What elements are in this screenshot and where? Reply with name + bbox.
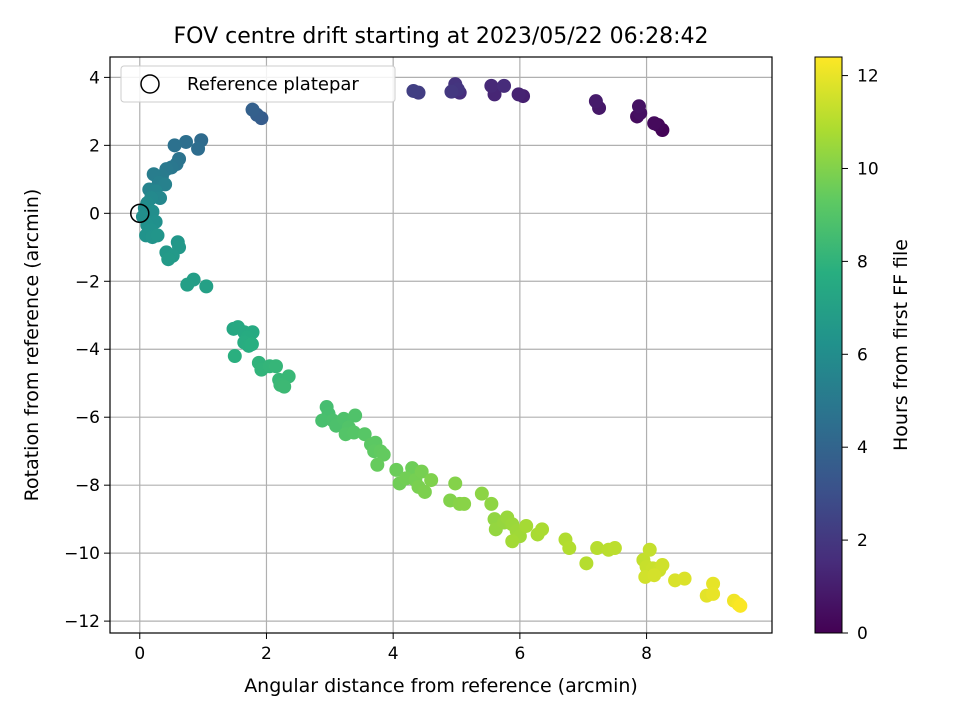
data-point <box>448 476 463 491</box>
colorbar-tick-label: 10 <box>857 159 879 179</box>
data-point <box>406 83 421 98</box>
data-point <box>348 408 363 423</box>
y-tick-label: −12 <box>64 612 100 632</box>
data-point <box>161 252 176 267</box>
data-point <box>484 78 499 93</box>
legend-box <box>120 65 396 103</box>
data-point <box>647 116 662 131</box>
data-point <box>268 359 283 374</box>
x-tick-label: 6 <box>514 644 525 664</box>
data-point <box>424 473 439 488</box>
y-tick-label: −6 <box>75 408 100 428</box>
legend-marker <box>140 74 160 94</box>
x-tick-label: 2 <box>261 644 272 664</box>
data-point <box>315 413 330 428</box>
data-point <box>484 496 499 511</box>
y-tick-label: 0 <box>89 204 100 224</box>
data-point <box>655 558 670 573</box>
data-point <box>227 349 242 364</box>
y-tick-label: −10 <box>64 544 100 564</box>
data-point <box>389 462 404 477</box>
colorbar-ticks: 0 2 4 6 8 10 12 <box>842 67 879 644</box>
data-point <box>277 379 292 394</box>
data-point <box>588 94 603 109</box>
data-point <box>706 576 721 591</box>
data-point <box>642 542 657 557</box>
data-point <box>444 84 459 99</box>
plot-frame <box>109 56 773 634</box>
data-point <box>579 556 594 571</box>
x-tick-label: 0 <box>134 644 145 664</box>
data-point <box>199 279 214 294</box>
data-point <box>511 87 526 102</box>
x-axis-label: Angular distance from reference (arcmin) <box>244 675 638 697</box>
data-point <box>647 568 662 583</box>
reference-platepar-marker <box>130 203 150 224</box>
data-point <box>497 78 512 93</box>
data-point <box>535 522 550 537</box>
x-tick-label: 8 <box>641 644 652 664</box>
data-point <box>519 518 534 533</box>
data-point <box>346 425 361 440</box>
data-point <box>191 141 206 156</box>
chart-title: FOV centre drift starting at 2023/05/22 … <box>174 24 709 49</box>
data-point <box>733 598 748 613</box>
colorbar-tick-label: 6 <box>857 345 868 365</box>
data-point <box>706 586 721 601</box>
colorbar-tick-label: 12 <box>857 67 879 87</box>
data-point <box>607 541 622 556</box>
data-point <box>505 534 520 549</box>
data-point <box>245 102 260 117</box>
legend: Reference platepar <box>120 65 396 103</box>
data-point <box>590 541 605 556</box>
data-point <box>376 447 391 462</box>
colorbar-tick-label: 0 <box>857 624 868 644</box>
data-point <box>562 541 577 556</box>
x-tick-label: 4 <box>388 644 399 664</box>
y-tick-label: 2 <box>89 136 100 156</box>
data-point <box>357 427 372 442</box>
data-point <box>167 138 182 153</box>
data-point <box>457 496 472 511</box>
y-tick-label: −8 <box>75 476 100 496</box>
data-point <box>631 99 646 114</box>
data-point <box>370 457 385 472</box>
data-point <box>180 277 195 292</box>
y-axis-label: Rotation from reference (arcmin) <box>21 189 43 502</box>
data-point <box>677 571 692 586</box>
colorbar <box>814 56 843 634</box>
colorbar-tick-label: 8 <box>857 252 868 272</box>
grid <box>110 57 772 633</box>
colorbar-tick-label: 2 <box>857 531 868 551</box>
data-point <box>179 134 194 149</box>
data-points <box>135 77 748 613</box>
y-tick-label: 4 <box>89 68 100 88</box>
data-point <box>150 228 165 243</box>
data-point <box>474 486 489 501</box>
data-point <box>244 337 259 352</box>
y-tick-label: −2 <box>75 272 100 292</box>
y-axis-ticks: 4 2 0 −2 −4 −6 −8 −10 −12 <box>64 68 110 632</box>
colorbar-label: Hours from first FF file <box>890 239 912 451</box>
x-axis-ticks: 0 2 4 6 8 <box>134 633 652 664</box>
colorbar-tick-label: 4 <box>857 438 868 458</box>
y-tick-label: −4 <box>75 340 100 360</box>
legend-entry: Reference platepar <box>187 74 359 95</box>
data-point <box>414 464 429 479</box>
data-point <box>417 484 432 499</box>
